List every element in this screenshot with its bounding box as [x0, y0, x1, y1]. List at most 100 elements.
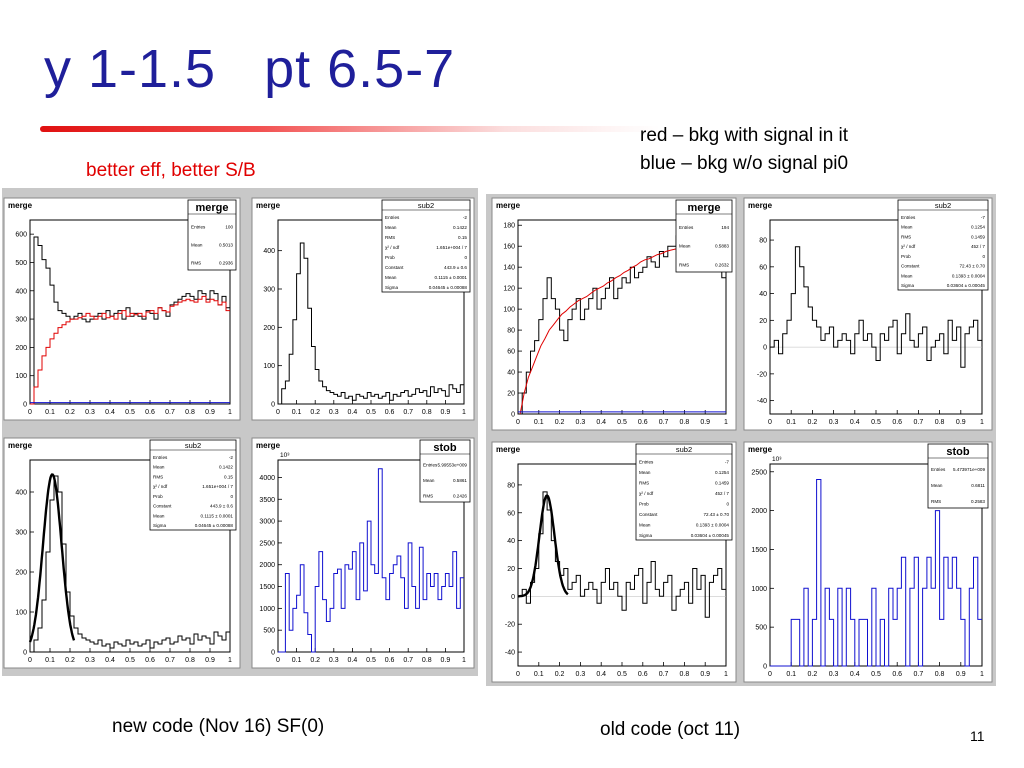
y-tick-label: 400 [15, 288, 27, 295]
x-tick-label: 0.6 [145, 657, 155, 664]
stats-value: 72.43 ± 0.70 [959, 264, 985, 269]
x-tick-label: 0.9 [205, 409, 215, 416]
chart-title: merge [256, 201, 281, 210]
stats-key: χ² / ndf [901, 244, 916, 249]
stats-title: merge [195, 202, 228, 214]
x-tick-label: 0.3 [576, 671, 586, 678]
stats-value: 0.15 [224, 474, 233, 479]
x-tick-label: 0 [768, 419, 772, 426]
stats-key: Prob [385, 255, 395, 260]
x-tick-label: 0.1 [786, 419, 796, 426]
x-tick-label: 0.5 [125, 409, 135, 416]
stats-value: 0.1393 ± 0.0004 [696, 522, 730, 527]
stats-value: 0.1254 [715, 470, 729, 475]
y-tick-label: 500 [755, 625, 767, 632]
stats-box: merge Entries 100 Mean 0.5013 RMS 0.2936 [187, 199, 237, 271]
stats-value: 0.1254 [971, 225, 985, 230]
y-tick-label: 160 [503, 244, 515, 251]
x-tick-label: 0.5 [366, 657, 376, 664]
stats-box: stob Entries 5.473971e+009 Mean 0.6811 RMS 0.2… [927, 443, 989, 509]
y-tick-label: 80 [759, 238, 767, 245]
stats-box-frame [927, 443, 989, 509]
x-tick-label: 0 [28, 409, 32, 416]
y-tick-label: 500 [15, 260, 27, 267]
stats-value: 0.5883 [715, 244, 729, 249]
stats-box-frame [381, 199, 471, 293]
stats-value: 0.5861 [453, 478, 467, 483]
series-black [770, 246, 982, 368]
stats-key: Constant [153, 504, 172, 509]
x-tick-label: 1 [724, 671, 728, 678]
chart-old-sub2: merge -40 -20 0 20 40 60 80 0 0.1 0.2 0.3 0.4 0.5 0.6 0… [743, 197, 993, 431]
x-tick-label: 0.5 [871, 419, 881, 426]
x-tick-label: 0.4 [850, 419, 860, 426]
stats-key: Entries [931, 467, 946, 472]
stats-value: 0 [464, 255, 467, 260]
x-tick-label: 0.6 [385, 409, 395, 416]
stats-key: Mean [153, 465, 165, 470]
y-tick-label: 1000 [259, 606, 275, 613]
chart-title: merge [496, 445, 521, 454]
chart-title: merge [256, 441, 281, 450]
x-tick-label: 0.1 [534, 419, 544, 426]
series-black-fit [518, 494, 569, 598]
y-tick-label: 0 [23, 402, 27, 409]
y-tick-label: 1500 [751, 547, 767, 554]
stats-key: Mean [931, 483, 943, 488]
x-tick-label: 0.2 [65, 409, 75, 416]
stats-value: 443.9 ± 0.6 [210, 504, 233, 509]
y-tick-label: 2000 [259, 562, 275, 569]
stats-key: Entries [153, 455, 168, 460]
stats-box-frame [635, 443, 733, 541]
x-tick-label: 0 [276, 409, 280, 416]
y-tick-label: 180 [503, 223, 515, 230]
y-tick-label: 400 [15, 490, 27, 497]
x-tick-label: 0.7 [914, 671, 924, 678]
y-tick-label: 500 [263, 628, 275, 635]
y-tick-label: 2500 [259, 540, 275, 547]
x-tick-label: 0.9 [441, 409, 451, 416]
stats-key: Sigma [639, 533, 652, 538]
stats-key: χ² / ndf [639, 491, 654, 496]
y-tick-label: 200 [263, 325, 275, 332]
stats-key: Entries [191, 225, 206, 230]
stats-title: stob [433, 442, 457, 454]
x-tick-label: 1 [724, 419, 728, 426]
x-tick-label: 1 [980, 419, 984, 426]
x-tick-label: 1 [228, 409, 232, 416]
stats-key: Prob [639, 501, 649, 506]
y-tick-label: 4000 [259, 475, 275, 482]
axis-exponent: 10³ [280, 452, 290, 459]
x-tick-label: 0 [276, 657, 280, 664]
stats-key: RMS [191, 261, 201, 266]
stats-box-frame [149, 439, 237, 531]
y-tick-label: 40 [507, 370, 515, 377]
y-tick-label: 100 [263, 363, 275, 370]
y-tick-label: 0 [511, 594, 515, 601]
chart-title: merge [8, 201, 33, 210]
series-black [30, 236, 230, 405]
x-tick-label: 0.4 [348, 657, 358, 664]
stats-key: RMS [385, 235, 395, 240]
y-tick-label: 300 [15, 530, 27, 537]
stats-key: RMS [679, 262, 689, 267]
x-tick-label: 0.3 [85, 409, 95, 416]
y-tick-label: -40 [757, 398, 767, 405]
stats-value: 0.6811 [971, 483, 985, 488]
x-tick-label: 0.7 [659, 419, 669, 426]
x-tick-label: 0.4 [348, 409, 358, 416]
stats-key: Mean [191, 243, 203, 248]
chart-title: merge [496, 201, 521, 210]
stats-title: sub2 [676, 445, 692, 454]
stats-value: 0 [726, 501, 729, 506]
series-black [278, 242, 464, 405]
x-tick-label: 0 [516, 419, 520, 426]
y-tick-label: 600 [15, 232, 27, 239]
chart-new-sub2: merge 0 100 200 300 400 0 0.1 0.2 0.3 0.4 0.5 0.6 0.7… [251, 197, 475, 421]
series-black [518, 491, 726, 618]
stats-key: Prob [153, 494, 163, 499]
x-tick-label: 0.6 [638, 419, 648, 426]
chart-title: merge [748, 201, 773, 210]
x-tick-label: 0.7 [165, 657, 175, 664]
